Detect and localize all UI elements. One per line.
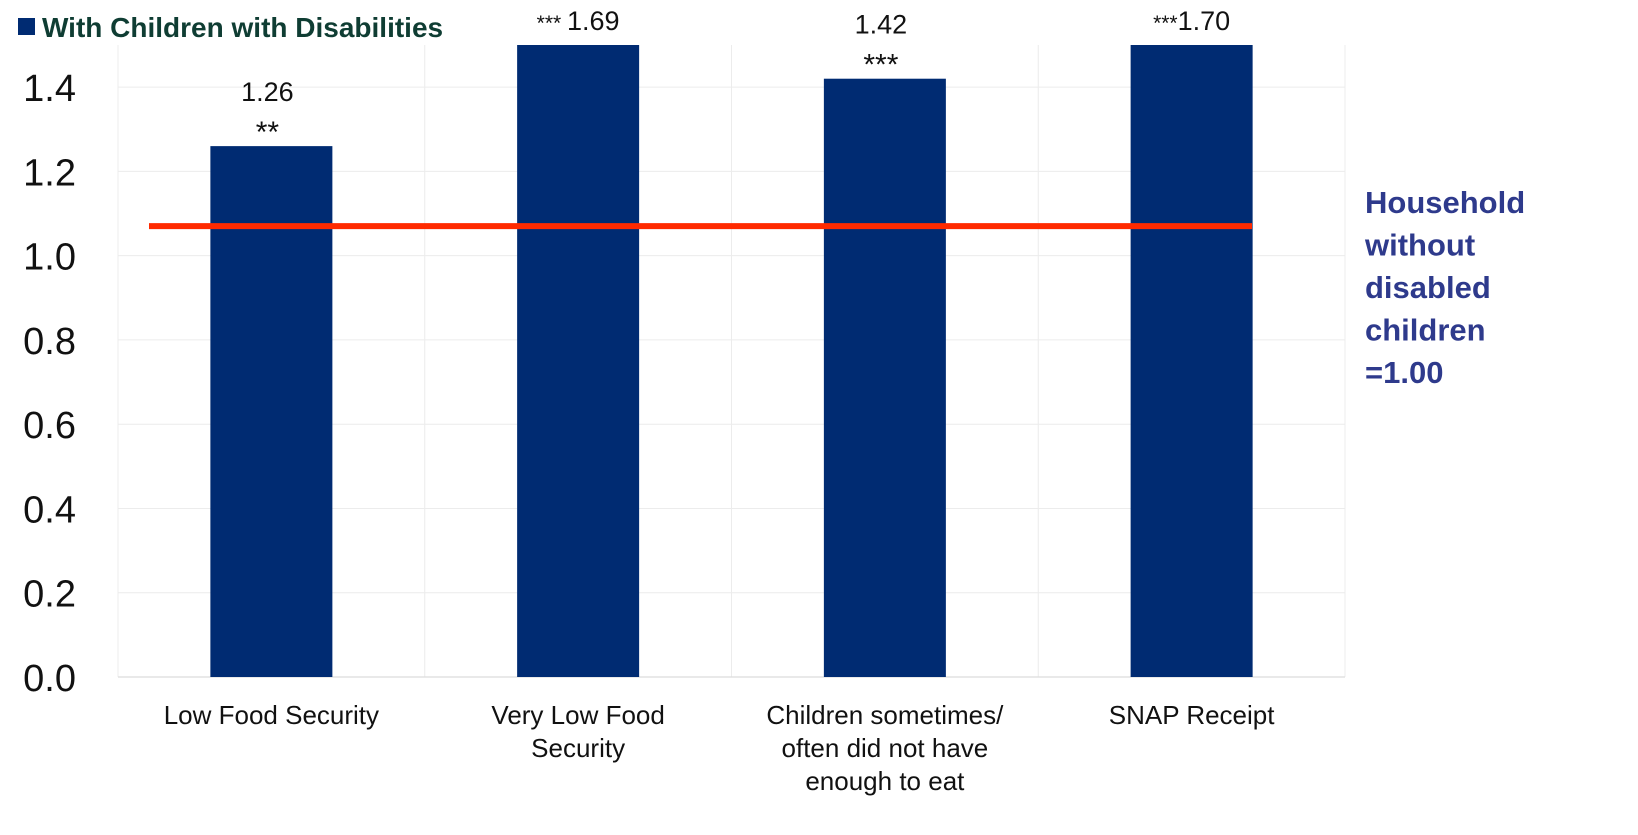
significance-label: ** — [256, 116, 280, 149]
bar — [517, 45, 640, 677]
data-value-label: *** 1.69 — [537, 6, 620, 36]
x-category-label: Very Low Food Security — [491, 700, 664, 763]
significance-label: *** — [863, 49, 898, 82]
reference-line-group: Household without disabled children =1.00 — [149, 185, 1525, 390]
bar — [210, 146, 333, 677]
y-tick-label: 0.0 — [23, 658, 76, 700]
data-labels: 1.26***** 1.69 1.42******1.70 — [241, 6, 1230, 149]
x-category-label: SNAP Receipt — [1109, 700, 1275, 730]
data-value-text: 1.70 — [1178, 6, 1231, 36]
reference-line-label: Household without disabled children =1.00 — [1364, 185, 1525, 390]
legend-swatch — [18, 18, 35, 35]
y-tick-label: 0.8 — [23, 321, 76, 363]
legend-label: With Children with Disabilities — [42, 12, 443, 43]
x-category-label: Low Food Security — [164, 700, 379, 730]
legend: With Children with Disabilities — [18, 12, 443, 43]
data-value-text: 1.69 — [567, 6, 620, 36]
y-tick-label: 1.2 — [23, 152, 76, 194]
bars — [210, 45, 1253, 677]
data-value-label: 1.42 — [855, 10, 908, 40]
bar — [823, 78, 946, 677]
y-tick-label: 1.0 — [23, 237, 76, 279]
x-axis-categories: Low Food Security Very Low Food Security Ch… — [164, 700, 1276, 796]
y-axis-ticks: 0.0 0.2 0.4 0.6 0.8 1.0 1.2 1.4 — [23, 68, 76, 700]
y-tick-label: 0.2 — [23, 574, 76, 616]
x-category-label: Children sometimes/often did not have eno… — [766, 700, 1004, 796]
y-tick-label: 0.4 — [23, 489, 76, 531]
significance-label: *** — [1153, 12, 1178, 35]
y-tick-label: 1.4 — [23, 68, 76, 110]
bar — [1130, 45, 1253, 677]
data-value-label: ***1.70 — [1153, 6, 1230, 36]
significance-label: *** — [537, 12, 567, 35]
data-value-label: 1.26 — [241, 77, 294, 107]
y-tick-label: 0.6 — [23, 405, 76, 447]
